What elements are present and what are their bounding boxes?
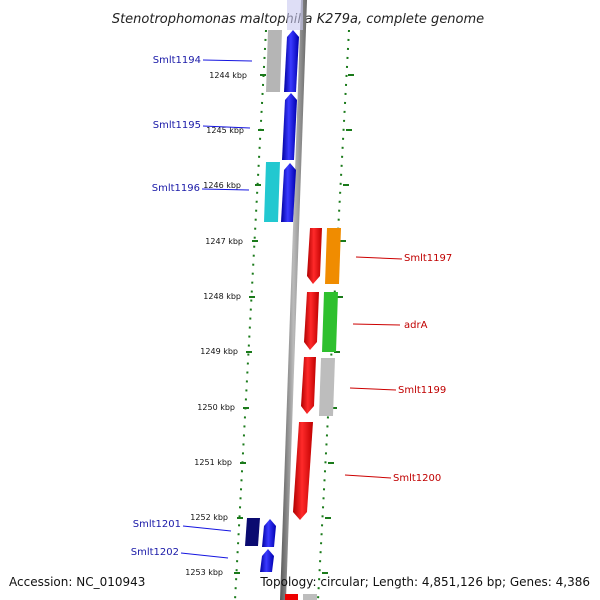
- gene-arrow-smlt1194[interactable]: [284, 30, 299, 92]
- cog-block-smlt1196: [264, 162, 280, 222]
- cog-block-next: [303, 594, 317, 600]
- outer-tick-ring-left: [234, 29, 267, 600]
- gene-label-smlt1201[interactable]: Smlt1201: [133, 519, 181, 530]
- gene-label-smlt1195[interactable]: Smlt1195: [153, 120, 201, 131]
- topology-text: Topology: circular; Length: 4,851,126 bp…: [259, 575, 590, 589]
- gene-label-adra[interactable]: adrA: [404, 320, 428, 331]
- right-gene-labels: Smlt1197 adrA Smlt1199 Smlt1200: [344, 253, 452, 484]
- gene-arrow-smlt1196[interactable]: [281, 163, 296, 222]
- gene-arrow-smlt1197[interactable]: [307, 228, 322, 284]
- cog-block-smlt1194: [266, 30, 282, 92]
- scale-label: 1249 kbp: [200, 347, 238, 356]
- gene-label-smlt1199[interactable]: Smlt1199: [398, 385, 446, 396]
- backbone-highlight-top: [287, 0, 303, 30]
- gene-arrow-smlt1200[interactable]: [293, 422, 313, 520]
- gene-arrow-smlt1195[interactable]: [282, 93, 297, 160]
- gene-arrow-next[interactable]: [285, 594, 298, 600]
- cog-block-smlt1197: [325, 228, 341, 284]
- scale-label: 1248 kbp: [203, 292, 241, 301]
- gene-arrow-smlt1199[interactable]: [301, 357, 316, 414]
- gene-label-smlt1202[interactable]: Smlt1202: [131, 547, 179, 558]
- scale-label: 1245 kbp: [206, 126, 244, 135]
- genome-backbone: [280, 0, 307, 600]
- scale-label: 1253 kbp: [185, 568, 223, 577]
- scale-label: 1250 kbp: [197, 403, 235, 412]
- gene-arrow-smlt1202[interactable]: [260, 549, 274, 572]
- cog-block-smlt1199: [319, 358, 335, 416]
- scale-label: 1251 kbp: [194, 458, 232, 467]
- major-ticks: [234, 74, 354, 574]
- scale-label: 1246 kbp: [203, 181, 241, 190]
- left-gene-labels: Smlt1194 Smlt1195 Smlt1196 Smlt1201 Smlt…: [131, 55, 253, 559]
- scale-labels: 1244 kbp 1245 kbp 1246 kbp 1247 kbp 1248…: [185, 71, 247, 577]
- forward-strand-genes: [285, 228, 322, 600]
- accession-text: Accession: NC_010943: [9, 575, 145, 589]
- gene-arrow-smlt1201[interactable]: [262, 519, 276, 547]
- cog-block-smlt1201: [245, 518, 260, 546]
- scale-label: 1244 kbp: [209, 71, 247, 80]
- scale-label: 1247 kbp: [205, 237, 243, 246]
- gene-label-smlt1196[interactable]: Smlt1196: [152, 183, 200, 194]
- cog-block-adra: [322, 292, 338, 352]
- gene-arrow-adra[interactable]: [304, 292, 319, 350]
- gene-label-smlt1194[interactable]: Smlt1194: [153, 55, 201, 66]
- gene-label-smlt1200[interactable]: Smlt1200: [393, 473, 441, 484]
- scale-label: 1252 kbp: [190, 513, 228, 522]
- reverse-strand-genes: [260, 30, 299, 572]
- cog-feature-blocks: [245, 30, 341, 600]
- gene-label-smlt1197[interactable]: Smlt1197: [404, 253, 452, 264]
